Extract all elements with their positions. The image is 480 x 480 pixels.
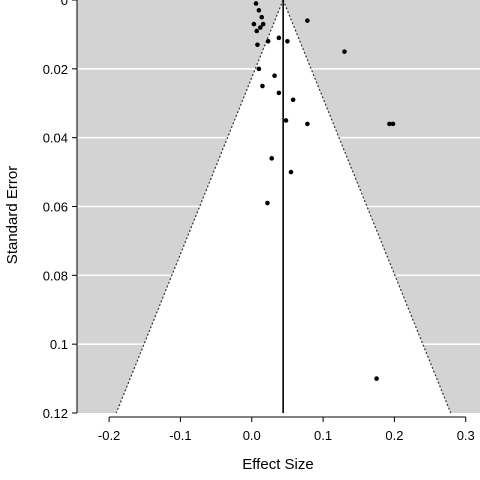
x-axis-title: Effect Size — [242, 456, 313, 473]
x-axis: -0.2 -0.1 0.0 0.1 0.2 0.3 — [98, 416, 475, 443]
y-tick-label-1: 0.02 — [43, 62, 68, 77]
plot-area — [77, 0, 480, 414]
data-point-11 — [255, 42, 260, 48]
y-tick-label-5: 0.1 — [50, 337, 68, 352]
data-point-0 — [253, 1, 259, 6]
y-tick-label-6: 0.12 — [43, 406, 68, 421]
x-tick-label-0: -0.2 — [98, 428, 120, 443]
y-axis-title: Standard Error — [4, 166, 21, 264]
data-point-9 — [265, 39, 271, 44]
data-point-14 — [272, 73, 277, 79]
data-point-1 — [256, 8, 262, 13]
data-point-6 — [254, 28, 260, 34]
x-tick-label-2: 0.0 — [243, 428, 261, 443]
data-point-15 — [260, 83, 265, 89]
data-point-5 — [258, 25, 263, 30]
x-tick-label-5: 0.3 — [457, 428, 475, 443]
y-tick-label-3: 0.06 — [43, 200, 68, 215]
data-point-4 — [251, 21, 257, 27]
data-point-20 — [387, 121, 392, 127]
data-point-24 — [265, 200, 270, 206]
data-point-8 — [276, 35, 282, 41]
data-point-16 — [276, 90, 282, 96]
data-point-2 — [259, 14, 265, 20]
data-point-17 — [290, 97, 296, 103]
data-point-19 — [305, 121, 310, 127]
x-tick-label-1: -0.1 — [169, 428, 191, 443]
y-tick-label-0: 0 — [61, 0, 68, 8]
data-point-21 — [390, 121, 396, 127]
data-point-25 — [374, 376, 379, 381]
data-point-13 — [256, 66, 262, 72]
y-tick-label-2: 0.04 — [43, 131, 68, 146]
x-tick-label-3: 0.1 — [314, 428, 332, 443]
x-tick-label-4: 0.2 — [385, 428, 403, 443]
data-point-10 — [285, 39, 290, 44]
data-point-18 — [283, 118, 289, 123]
data-point-7 — [305, 18, 310, 23]
data-point-3 — [260, 21, 266, 27]
data-point-12 — [342, 49, 347, 54]
data-point-23 — [288, 169, 294, 175]
y-axis: 0 0.02 0.04 0.06 0.08 0.1 0.12 — [43, 0, 78, 421]
y-tick-label-4: 0.08 — [43, 268, 68, 283]
data-point-22 — [269, 156, 275, 161]
